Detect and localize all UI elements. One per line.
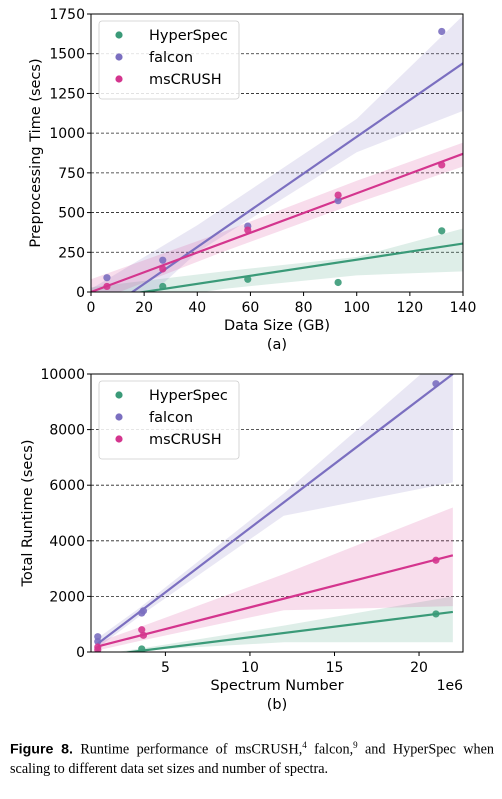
data-point <box>438 161 446 169</box>
data-point <box>438 227 446 235</box>
legend-box <box>98 380 240 460</box>
axes-frame <box>90 373 464 653</box>
figure-caption: Figure 8. Runtime performance of msCRUSH… <box>10 736 494 779</box>
y-tick-label: 2000 <box>49 589 85 605</box>
y-tick-label: 0 <box>76 645 85 661</box>
data-point <box>438 27 446 36</box>
y-tick-label: 6000 <box>49 478 85 494</box>
data-point <box>103 274 111 282</box>
plot-area <box>94 374 454 652</box>
legend: HyperSpec falcon msCRUSH <box>98 20 240 100</box>
data-point <box>244 275 252 283</box>
data-point <box>159 282 167 291</box>
data-point <box>94 637 102 646</box>
data-point <box>432 610 440 618</box>
legend-entry: msCRUSH <box>149 432 222 448</box>
data-point <box>432 380 440 388</box>
x-tick-label: 60 <box>242 300 260 316</box>
y-tick-label: 1500 <box>49 47 85 63</box>
data-point <box>334 278 342 287</box>
x-tick-label: 40 <box>188 300 206 316</box>
x-tick-label: 100 <box>343 300 370 316</box>
y-tick-label: 1250 <box>49 86 85 102</box>
confidence-band <box>97 507 453 651</box>
regression-line <box>97 374 454 645</box>
y-tick-label: 0 <box>76 285 85 301</box>
chart-panel-b: 0 2000 4000 6000 8000 10000 5 10 15 20 Spectrum Nu… <box>20 367 464 713</box>
regression-line <box>91 152 463 292</box>
x-tick-label: 0 <box>87 300 96 316</box>
x-tick-label: 5 <box>161 660 170 676</box>
x-axis-label: Data Size (GB) <box>224 318 330 334</box>
legend-marker <box>115 413 123 421</box>
x-axis-label: Spectrum Number <box>210 678 343 694</box>
legend-marker <box>115 31 123 39</box>
y-tick-label: 8000 <box>49 423 85 439</box>
legend-marker <box>115 75 123 83</box>
legend-marker <box>115 53 123 61</box>
y-tick-label: 500 <box>58 206 85 222</box>
regression-line <box>130 62 463 292</box>
y-tick-label: 1750 <box>49 7 85 23</box>
confidence-band <box>116 596 453 652</box>
y-tick-label: 4000 <box>49 534 85 550</box>
regression-line <box>122 610 453 652</box>
data-point <box>138 645 146 652</box>
legend-box <box>98 20 240 100</box>
legend-entry: HyperSpec <box>149 28 228 44</box>
x-offset-text: 1e6 <box>437 678 464 694</box>
y-tick-label: 750 <box>58 166 85 182</box>
x-tick-label: 20 <box>135 300 153 316</box>
regression-line <box>136 242 463 292</box>
x-tick-label: 80 <box>295 300 313 316</box>
data-point <box>244 226 252 234</box>
regression-line <box>97 554 454 648</box>
y-axis-label: Total Runtime (secs) <box>20 440 36 588</box>
legend: HyperSpec falcon msCRUSH <box>98 380 240 460</box>
caption-label: Figure 8. <box>10 741 73 758</box>
x-tick-label: 10 <box>241 660 259 676</box>
legend-entry: falcon <box>149 410 193 426</box>
data-point <box>138 626 146 634</box>
x-tick-label: 120 <box>396 300 423 316</box>
y-tick-label: 1000 <box>49 126 85 142</box>
axes-frame <box>90 13 464 293</box>
data-point <box>159 265 167 273</box>
data-point <box>139 607 148 615</box>
x-tick-label: 140 <box>450 300 477 316</box>
data-point <box>103 282 111 291</box>
y-tick-label: 250 <box>58 245 85 261</box>
caption-text-3: and HyperSpec when scaling to different … <box>10 741 494 777</box>
data-point <box>159 256 167 264</box>
legend-entry: falcon <box>149 50 193 66</box>
data-point <box>94 646 102 652</box>
legend-marker <box>115 391 123 399</box>
data-point <box>334 197 342 205</box>
chart-panel-a: 0 250 500 750 1000 1250 1500 1750 0 20 40 60 80 100 12… <box>28 7 476 353</box>
caption-ref-1: 4 <box>302 740 307 750</box>
plot-area <box>91 15 463 292</box>
caption-text: Runtime performance of msCRUSH, <box>80 741 303 758</box>
y-axis-label: Preprocessing Time (secs) <box>28 58 44 247</box>
panel-label: (b) <box>267 697 288 713</box>
caption-ref-2: 9 <box>353 740 358 750</box>
caption-text-2: falcon, <box>306 741 354 758</box>
legend-entry: HyperSpec <box>149 388 228 404</box>
data-point <box>432 556 440 564</box>
data-point <box>334 191 342 199</box>
confidence-band <box>91 142 463 292</box>
x-tick-label: 15 <box>326 660 344 676</box>
panel-label: (a) <box>267 337 287 353</box>
x-tick-label: 20 <box>410 660 428 676</box>
y-tick-label: 10000 <box>40 367 85 383</box>
confidence-band <box>91 228 463 292</box>
legend-marker <box>115 435 123 443</box>
legend-entry: msCRUSH <box>149 72 222 88</box>
data-point <box>139 631 148 639</box>
